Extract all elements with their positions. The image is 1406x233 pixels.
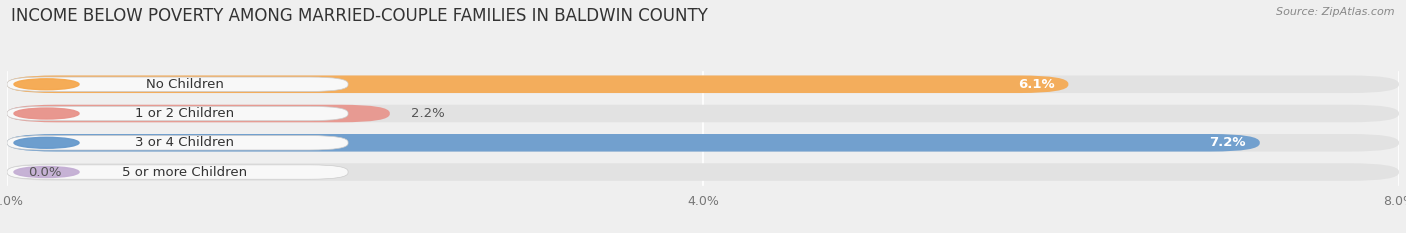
Text: 3 or 4 Children: 3 or 4 Children [135,136,233,149]
Text: 6.1%: 6.1% [1018,78,1054,91]
Circle shape [14,108,79,119]
Circle shape [14,79,79,90]
Text: 5 or more Children: 5 or more Children [122,165,247,178]
FancyBboxPatch shape [7,136,349,150]
FancyBboxPatch shape [7,134,1260,151]
FancyBboxPatch shape [7,106,349,121]
Text: INCOME BELOW POVERTY AMONG MARRIED-COUPLE FAMILIES IN BALDWIN COUNTY: INCOME BELOW POVERTY AMONG MARRIED-COUPL… [11,7,709,25]
FancyBboxPatch shape [7,165,349,179]
FancyBboxPatch shape [7,134,1399,151]
Text: No Children: No Children [146,78,224,91]
Circle shape [14,137,79,148]
FancyBboxPatch shape [7,77,349,92]
FancyBboxPatch shape [7,163,1399,181]
Circle shape [14,167,79,178]
FancyBboxPatch shape [7,105,389,122]
FancyBboxPatch shape [7,105,1399,122]
Text: 0.0%: 0.0% [28,165,62,178]
Text: 2.2%: 2.2% [411,107,444,120]
Text: 1 or 2 Children: 1 or 2 Children [135,107,233,120]
FancyBboxPatch shape [7,75,1069,93]
Text: Source: ZipAtlas.com: Source: ZipAtlas.com [1277,7,1395,17]
Text: 7.2%: 7.2% [1209,136,1246,149]
FancyBboxPatch shape [7,75,1399,93]
